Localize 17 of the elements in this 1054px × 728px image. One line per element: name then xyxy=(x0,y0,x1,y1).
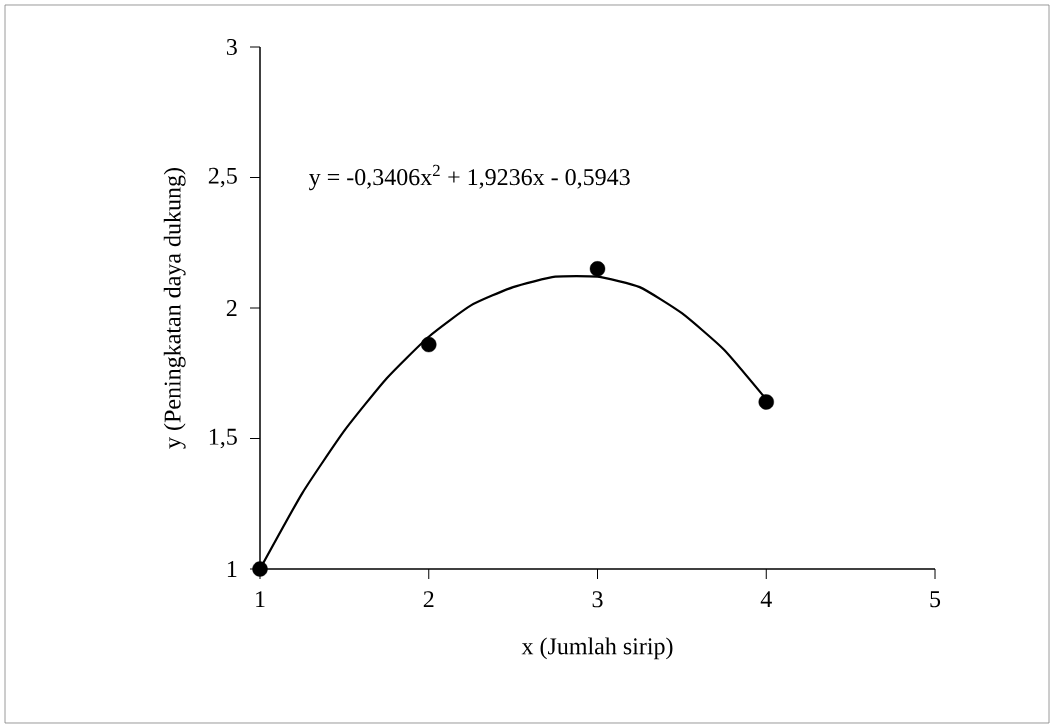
y-tick-label: 2 xyxy=(226,300,237,316)
y-tick-label: 3 xyxy=(226,38,237,56)
annotation: y = -0,3406x$^{2}$ + 1,9236x - 0,5943 xyxy=(309,164,630,191)
y-axis-title: y (Peningkatan daya dukung) xyxy=(163,168,186,449)
x-tick-label: 5 xyxy=(930,591,941,608)
point xyxy=(252,561,268,577)
x-tick-label: 1 xyxy=(256,591,265,608)
y-tick-label: 1 xyxy=(227,561,237,577)
point xyxy=(421,336,437,353)
x-tick-label: 3 xyxy=(592,591,603,608)
point xyxy=(589,261,606,277)
point xyxy=(758,394,774,410)
x-tick-label: 2 xyxy=(423,591,434,608)
y-tick-label: 2,5 xyxy=(208,167,237,188)
y-tick-label: 1,5 xyxy=(209,428,237,449)
x-axis-title: x (Jumlah sirip) xyxy=(521,637,673,660)
x-tick-label: 4 xyxy=(760,591,772,607)
